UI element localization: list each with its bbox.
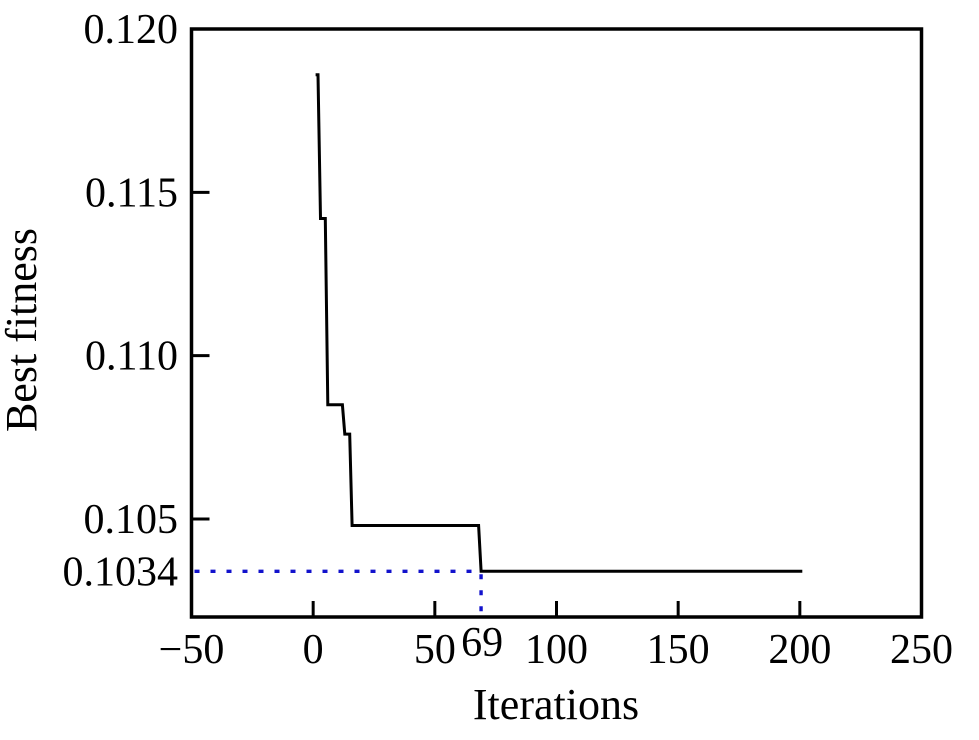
x-tick-label: 150: [647, 627, 710, 673]
annotation-x-value-label: 69: [461, 620, 503, 666]
y-tick-label: 0.120: [84, 7, 179, 53]
x-axis-tick-labels: −50 0 50 100 150 200 250: [159, 627, 953, 673]
x-tick-label: 0: [303, 627, 324, 673]
y-tick-label: 0.105: [84, 497, 179, 543]
y-axis-ticks: [192, 190, 210, 521]
y-axis-tick-labels: 0.105 0.110 0.115 0.120: [84, 7, 179, 543]
x-tick-label: 50: [414, 627, 456, 673]
x-tick-label: 250: [890, 627, 953, 673]
x-tick-label: −50: [159, 627, 225, 673]
best-fitness-line: [315, 73, 803, 573]
x-axis-ticks: [311, 601, 802, 616]
plot-area-border: [189, 27, 924, 619]
y-tick-label: 0.110: [85, 334, 178, 380]
x-axis-title: Iterations: [473, 680, 639, 729]
y-tick-label: 0.115: [85, 170, 178, 216]
y-axis-title: Best fitness: [0, 228, 46, 432]
x-tick-label: 200: [768, 627, 831, 673]
annotation-y-value-label: 0.1034: [63, 549, 179, 595]
x-tick-label: 100: [525, 627, 588, 673]
